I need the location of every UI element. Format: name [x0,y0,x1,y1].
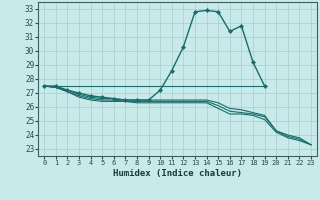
X-axis label: Humidex (Indice chaleur): Humidex (Indice chaleur) [113,169,242,178]
